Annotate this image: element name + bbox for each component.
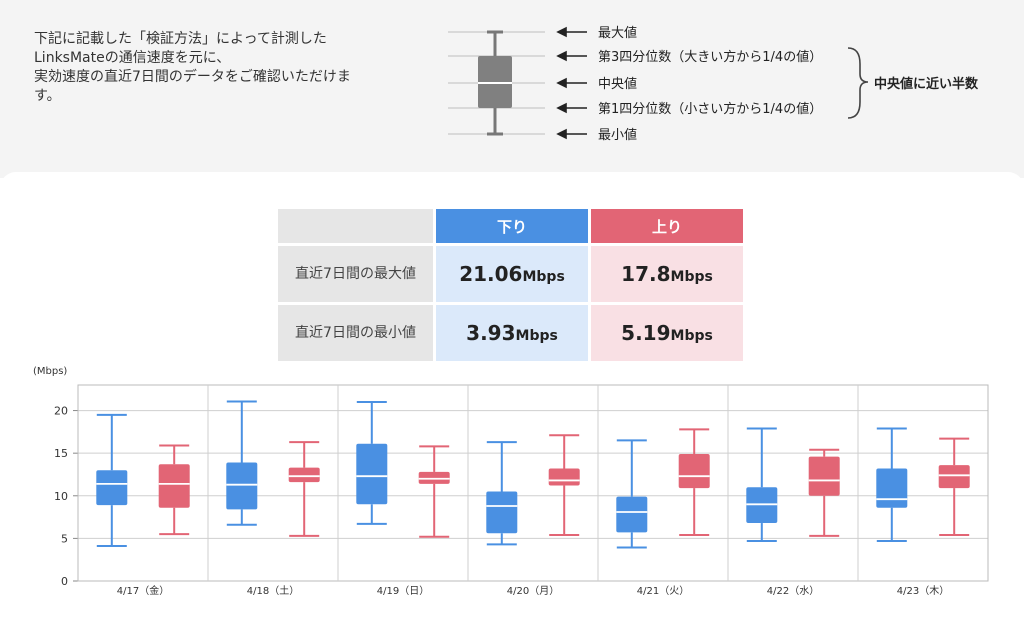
max-up-value: 17.8 [621, 262, 671, 286]
summary-header-row: 下り 上り [278, 209, 743, 243]
legend-median-label: 中央値 [598, 76, 637, 92]
box-body [158, 464, 190, 508]
x-tick-label: 4/18（土） [247, 584, 299, 597]
arrow-max-head-icon [556, 26, 567, 38]
x-tick-label: 4/21（火） [637, 585, 689, 597]
intro-line: 下記に記載した「検証方法」によって計測した [34, 31, 327, 47]
brace-icon [847, 47, 869, 119]
y-tick-label: 0 [61, 575, 68, 588]
box-body [808, 456, 840, 496]
max-down-value: 21.06 [459, 262, 523, 286]
legend-q1-label: 第1四分位数（小さい方から1/4の値） [598, 101, 822, 117]
legend-max-label: 最大値 [598, 25, 637, 41]
summary-row-label: 直近7日間の最大値 [278, 246, 433, 302]
legend-min-label: 最小値 [598, 127, 637, 143]
box-body [96, 470, 128, 506]
intro-line: 実効速度の直近7日間のデータをご確認いただけま [34, 69, 351, 85]
summary-row-max: 直近7日間の最大値 21.06Mbps 17.8Mbps [278, 246, 743, 302]
summary-row-label: 直近7日間の最小値 [278, 305, 433, 361]
speed-boxplot-chart: (Mbps) 0 5 10 15 20 4/17（金） 4/18（土） 4/19（日） 4/20（… [33, 366, 989, 597]
unit-label: Mbps [515, 328, 558, 344]
box-body [486, 491, 518, 534]
arrow-median-head-icon [556, 77, 567, 89]
box-body [938, 465, 970, 489]
summary-header-blank [278, 209, 433, 243]
unit-label: Mbps [522, 269, 565, 285]
x-tick-label: 4/22（水） [767, 585, 819, 597]
box-body [356, 443, 388, 505]
plot-frame [77, 384, 989, 582]
unit-label: Mbps [670, 269, 713, 285]
box-body [876, 468, 908, 508]
intro-text: 下記に記載した「検証方法」によって計測した LinksMateの通信速度を元に、… [34, 30, 429, 106]
summary-value-down: 21.06Mbps [436, 246, 588, 302]
intro-line: す。 [34, 88, 61, 104]
summary-header-up: 上り [591, 209, 743, 243]
arrow-q3-head-icon [556, 50, 567, 62]
y-tick-label: 5 [61, 532, 68, 545]
box-body [616, 496, 648, 533]
box-body [226, 462, 258, 510]
intro-line: LinksMateの通信速度を元に、 [34, 50, 231, 66]
summary-row-min: 直近7日間の最小値 3.93Mbps 5.19Mbps [278, 305, 743, 361]
min-down-value: 3.93 [466, 321, 516, 345]
y-axis-unit-label: (Mbps) [33, 366, 67, 377]
summary-table: 下り 上り 直近7日間の最大値 21.06Mbps 17.8Mbps 直近7日間… [275, 206, 746, 364]
summary-header-down: 下り [436, 209, 588, 243]
x-tick-label: 4/17（金） [117, 584, 169, 597]
box-body [678, 454, 710, 489]
summary-value-up: 17.8Mbps [591, 246, 743, 302]
x-tick-label: 4/20（月） [507, 585, 559, 597]
min-up-value: 5.19 [621, 321, 671, 345]
y-tick-label: 15 [54, 447, 68, 460]
summary-value-down: 3.93Mbps [436, 305, 588, 361]
box-body [288, 467, 320, 483]
y-tick-label: 10 [54, 490, 68, 503]
x-tick-label: 4/19（日） [377, 585, 429, 597]
arrow-min-head-icon [556, 128, 567, 140]
legend-q3-label: 第3四分位数（大きい方から1/4の値） [598, 49, 822, 65]
y-tick-label: 20 [54, 405, 68, 418]
x-tick-label: 4/23（木） [897, 585, 949, 597]
boxplot-legend: 最大値 第3四分位数（大きい方から1/4の値） 中央値 第1四分位数（小さい方か… [448, 25, 979, 143]
box-body [548, 468, 580, 486]
unit-label: Mbps [670, 328, 713, 344]
summary-value-up: 5.19Mbps [591, 305, 743, 361]
arrow-q1-head-icon [556, 102, 567, 114]
legend-bracket-label: 中央値に近い半数 [874, 76, 979, 92]
